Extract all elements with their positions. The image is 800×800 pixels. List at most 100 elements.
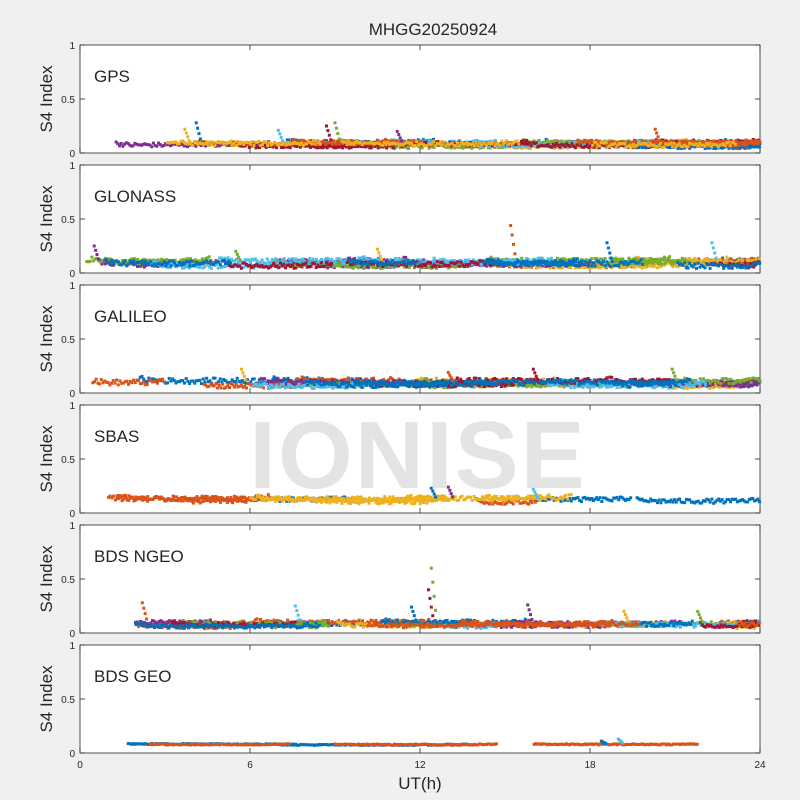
data-point (640, 139, 644, 143)
data-point (105, 258, 108, 262)
data-point (301, 143, 305, 147)
data-point (271, 142, 275, 146)
data-point (464, 260, 468, 264)
data-point (498, 143, 502, 147)
data-point (218, 256, 222, 260)
data-point (487, 146, 490, 150)
data-point (389, 263, 393, 267)
data-point (142, 265, 146, 269)
data-point (350, 263, 354, 266)
data-point (715, 259, 719, 263)
data-point (229, 265, 233, 269)
data-point (522, 144, 526, 148)
data-point (422, 143, 425, 147)
data-point (235, 143, 239, 147)
data-point (545, 260, 549, 264)
data-point (578, 143, 582, 147)
data-point (397, 140, 401, 144)
data-point (165, 258, 169, 262)
data-point (245, 258, 249, 262)
data-point (252, 143, 256, 147)
data-point (169, 144, 172, 148)
data-point (151, 258, 155, 262)
data-point (345, 260, 349, 264)
data-point (464, 263, 468, 267)
data-point (138, 143, 142, 147)
data-point (288, 142, 292, 146)
data-point (677, 258, 681, 262)
data-point (553, 139, 556, 143)
data-point (521, 139, 525, 143)
data-point (155, 144, 159, 148)
data-point (728, 144, 732, 148)
data-point (430, 265, 434, 269)
data-point (459, 141, 463, 145)
data-point (134, 258, 138, 262)
data-point (737, 143, 740, 147)
spike-point (326, 129, 330, 133)
data-point (478, 259, 482, 263)
data-point (320, 258, 324, 261)
data-point (713, 262, 717, 266)
data-point (216, 140, 220, 144)
data-point (372, 259, 376, 263)
data-point (306, 262, 310, 266)
data-point (715, 261, 719, 265)
data-point (439, 261, 443, 264)
data-point (730, 261, 734, 264)
data-point (610, 139, 614, 143)
data-point (358, 264, 362, 268)
data-point (481, 142, 485, 146)
data-point (352, 143, 356, 147)
data-point (370, 265, 374, 269)
data-point (129, 144, 133, 148)
spike-point (333, 121, 337, 125)
data-point (534, 145, 537, 149)
data-point (716, 140, 720, 144)
data-point (560, 265, 564, 269)
data-point (336, 263, 340, 267)
data-point (373, 266, 377, 270)
data-point (435, 266, 438, 270)
data-point (656, 266, 660, 270)
data-point (413, 264, 417, 268)
data-point (325, 257, 329, 260)
data-point (437, 142, 441, 146)
data-point (671, 265, 675, 268)
spike-point (183, 127, 187, 131)
data-point (103, 262, 107, 266)
data-point (130, 262, 134, 266)
data-point (387, 260, 391, 264)
data-point (370, 260, 374, 264)
data-point (399, 142, 403, 146)
data-point (669, 141, 673, 145)
data-point (514, 258, 518, 262)
data-point (743, 146, 747, 150)
data-point (723, 144, 727, 148)
data-point (204, 140, 208, 143)
data-point (281, 146, 285, 150)
data-point (703, 147, 707, 150)
data-point (233, 140, 237, 144)
data-point (106, 261, 110, 265)
data-point (373, 144, 377, 148)
data-point (126, 141, 130, 145)
data-point (608, 144, 612, 148)
data-point (660, 140, 664, 143)
data-point (534, 141, 538, 145)
data-point (186, 142, 190, 146)
data-point (698, 265, 702, 269)
data-point (398, 143, 402, 147)
data-point (551, 142, 555, 146)
data-point (267, 141, 271, 145)
data-point (357, 261, 361, 265)
data-point (636, 258, 640, 262)
data-point (627, 261, 631, 265)
data-point (637, 141, 640, 145)
data-point (385, 258, 389, 262)
data-point (520, 256, 524, 260)
data-point (445, 142, 449, 146)
data-point (595, 257, 598, 261)
spike-point (276, 128, 280, 132)
